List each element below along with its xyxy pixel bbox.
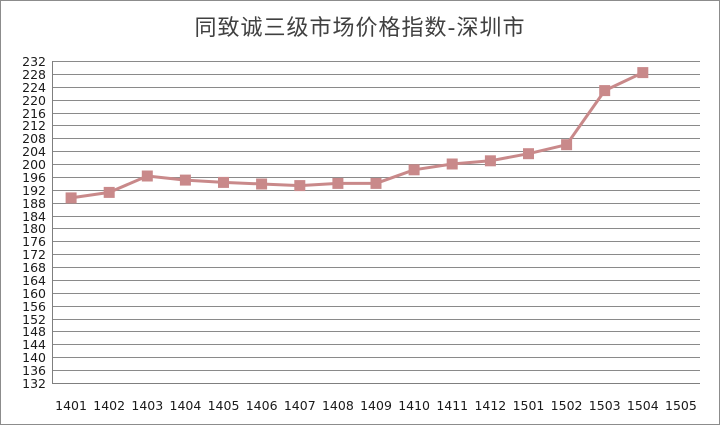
y-tick-label: 156 (22, 299, 46, 314)
y-tick-label: 216 (22, 106, 46, 121)
x-tick-label: 1411 (436, 398, 468, 413)
y-tick-label: 208 (22, 131, 46, 146)
y-tick-label: 172 (22, 247, 46, 262)
x-tick-label: 1503 (589, 398, 621, 413)
x-tick-label: 1404 (170, 398, 202, 413)
data-point-marker (141, 170, 153, 182)
y-tick-label: 196 (22, 170, 46, 185)
data-point-marker (484, 155, 496, 167)
y-tick-label: 148 (22, 324, 46, 339)
x-tick-label: 1412 (474, 398, 506, 413)
y-tick-label: 200 (22, 157, 46, 172)
y-tick-label: 232 (22, 54, 46, 69)
data-point-marker (179, 174, 191, 186)
y-tick-label: 144 (22, 337, 46, 352)
series-line (70, 71, 644, 200)
data-point-marker (370, 177, 382, 189)
chart-title: 同致诚三级市场价格指数-深圳市 (194, 16, 526, 41)
y-tick-label: 176 (22, 234, 46, 249)
x-tick-label: 1505 (665, 398, 697, 413)
data-point-marker (218, 176, 229, 188)
y-tick-label: 188 (22, 196, 46, 211)
axes (52, 61, 700, 384)
y-tick-label: 136 (22, 363, 46, 378)
data-point-marker (65, 192, 77, 204)
data-point-marker (599, 85, 611, 97)
data-point-marker (446, 158, 458, 170)
y-tick-label: 184 (22, 209, 46, 224)
y-tick-label: 152 (22, 312, 46, 327)
x-tick-label: 1401 (55, 398, 87, 413)
y-tick-label: 160 (22, 286, 46, 301)
x-tick-label: 1403 (131, 398, 163, 413)
data-point-marker (294, 180, 306, 192)
gridlines (52, 61, 700, 371)
y-tick-label: 204 (22, 144, 46, 159)
y-tick-label: 224 (22, 80, 46, 95)
y-tick-label: 212 (22, 118, 46, 133)
data-point-marker (637, 67, 649, 79)
x-tick-label: 1502 (551, 398, 583, 413)
y-tick-label: 220 (22, 93, 46, 108)
x-tick-label: 1402 (93, 398, 125, 413)
y-tick-label: 180 (22, 221, 46, 236)
x-tick-label: 1406 (246, 398, 278, 413)
series (65, 67, 649, 204)
data-point-marker (408, 164, 420, 176)
y-tick-label: 164 (22, 273, 46, 288)
data-point-marker (256, 178, 268, 190)
data-point-marker (103, 186, 115, 198)
x-tick-label: 1410 (398, 398, 430, 413)
x-tick-label: 1407 (284, 398, 316, 413)
x-tick-label: 1504 (627, 398, 659, 413)
y-tick-label: 192 (22, 183, 46, 198)
y-tick-label: 228 (22, 67, 46, 82)
x-tick-label: 1408 (322, 398, 354, 413)
x-tick-label: 1405 (208, 398, 240, 413)
x-tick-labels: 1401 1402 1403 1404 1405 1406 1407 1408 1409 1410… (55, 398, 697, 413)
x-tick-label: 1501 (513, 398, 545, 413)
x-tick-label: 1409 (360, 398, 392, 413)
data-point-marker (523, 148, 534, 160)
y-tick-label: 168 (22, 260, 46, 275)
y-tick-labels: 1321361401441481521561601641681721761801… (22, 54, 46, 391)
data-point-marker (561, 139, 573, 151)
data-point-marker (332, 177, 344, 189)
y-tick-label: 132 (22, 376, 46, 391)
y-tick-label: 140 (22, 350, 46, 365)
